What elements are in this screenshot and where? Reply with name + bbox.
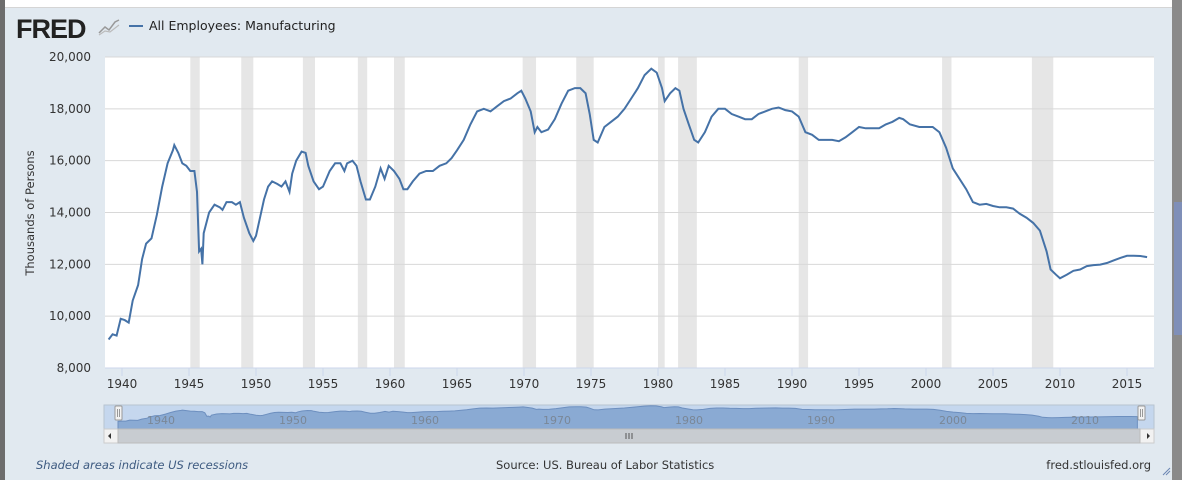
navigator-tick-label: 1990 [807, 414, 835, 427]
site-link[interactable]: fred.stlouisfed.org [1046, 458, 1151, 472]
navigator-tick-label: 1950 [279, 414, 307, 427]
browser-top-strip [0, 0, 1182, 8]
x-tick-label: 2000 [911, 377, 942, 391]
x-tick-label: 1980 [643, 377, 674, 391]
navigator-series [117, 405, 1138, 430]
legend-swatch [129, 24, 143, 27]
navigator-tick-label: 1940 [147, 414, 175, 427]
navigator-right-handle[interactable] [1137, 405, 1146, 421]
scroll-right-arrow-icon[interactable] [1147, 433, 1150, 439]
y-tick-label: 20,000 [49, 50, 91, 64]
resize-handle-icon [1162, 467, 1171, 476]
page-scrollbar-thumb[interactable] [1174, 202, 1182, 335]
y-tick-label: 14,000 [49, 206, 91, 220]
navigator-tick-label: 1960 [411, 414, 439, 427]
x-tick-label: 1960 [375, 377, 406, 391]
x-tick-label: 1975 [576, 377, 607, 391]
chart-legend[interactable]: All Employees: Manufacturing [129, 18, 336, 33]
x-tick-label: 1995 [844, 377, 875, 391]
navigator-tick-label: 1970 [543, 414, 571, 427]
x-tick-label: 1990 [777, 377, 808, 391]
scroll-left-arrow-icon[interactable] [108, 433, 111, 439]
x-tick-label: 2015 [1112, 377, 1143, 391]
fred-logo[interactable]: FRED [16, 14, 86, 44]
series-line [107, 67, 1148, 341]
source-text: Source: US. Bureau of Labor Statistics [496, 458, 715, 472]
y-tick-label: 8,000 [57, 361, 91, 375]
y-tick-label: 10,000 [49, 309, 91, 323]
legend-label: All Employees: Manufacturing [149, 18, 336, 33]
recession-note: Shaded areas indicate US recessions [36, 458, 249, 472]
window-left-border [0, 0, 5, 480]
navigator-left-handle[interactable] [114, 405, 123, 421]
x-tick-label: 1955 [308, 377, 339, 391]
x-tick-label: 1985 [710, 377, 741, 391]
x-tick-label: 2005 [978, 377, 1009, 391]
x-tick-label: 1970 [509, 377, 540, 391]
navigator-tick-label: 1980 [675, 414, 703, 427]
x-tick-label: 1945 [174, 377, 205, 391]
navigator-tick-label: 2010 [1071, 414, 1099, 427]
fred-logo-chart-icon [98, 19, 120, 36]
x-tick-label: 2010 [1045, 377, 1076, 391]
y-tick-label: 18,000 [49, 102, 91, 116]
x-tick-label: 1965 [442, 377, 473, 391]
x-tick-label: 1950 [241, 377, 272, 391]
y-tick-label: 12,000 [49, 257, 91, 271]
y-tick-label: 16,000 [49, 154, 91, 168]
x-tick-label: 1940 [107, 377, 138, 391]
navigator-tick-label: 2000 [939, 414, 967, 427]
